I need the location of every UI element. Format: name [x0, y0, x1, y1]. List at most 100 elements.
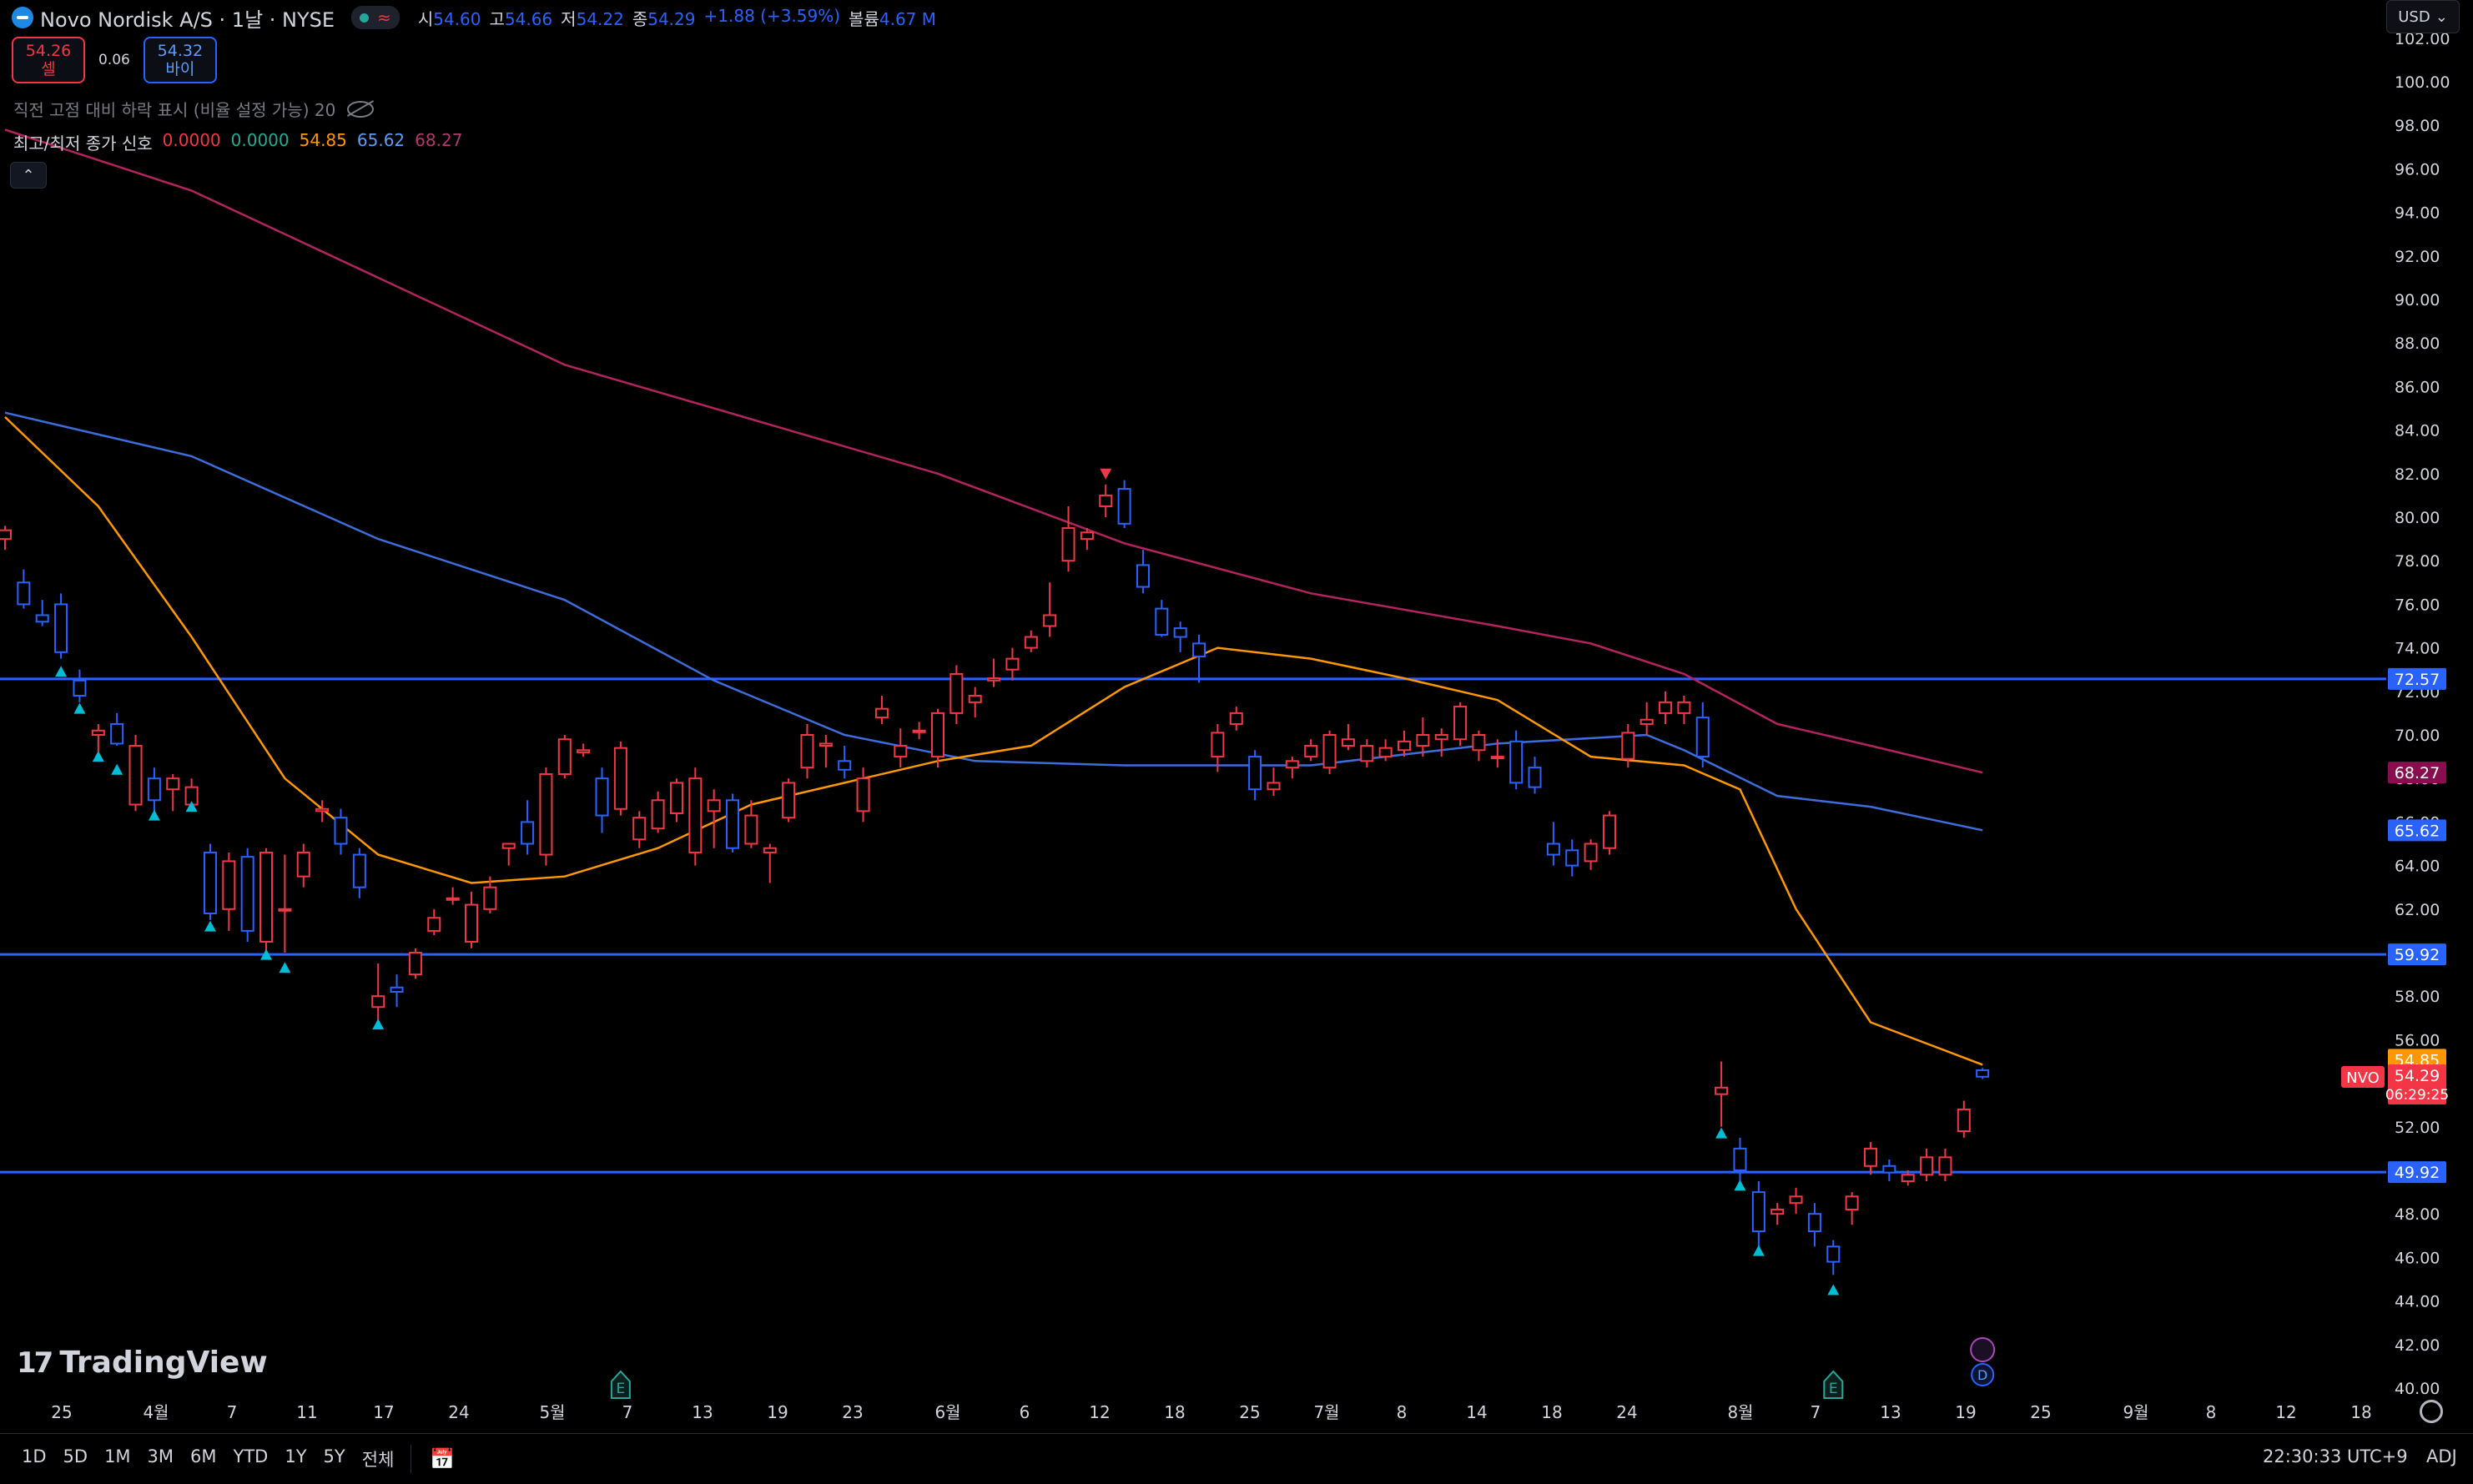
range-button-5y[interactable]: 5Y	[323, 1446, 345, 1466]
y-tick-label: 86.00	[2395, 378, 2440, 396]
candle-body	[408, 952, 422, 976]
x-tick-label: 7	[1811, 1402, 1821, 1422]
candle-body	[465, 903, 478, 943]
candle-body	[1360, 745, 1374, 762]
range-button-3m[interactable]: 3M	[147, 1446, 174, 1466]
range-button-1m[interactable]: 1M	[104, 1446, 131, 1466]
y-tick-label: 64.00	[2395, 858, 2440, 876]
signal-up-triangle	[1715, 1127, 1728, 1139]
collapse-legend-button[interactable]: ⌃	[10, 162, 47, 189]
symbol-title[interactable]: Novo Nordisk A/S · 1날 · NYSE	[40, 8, 335, 32]
candle-body	[1061, 527, 1075, 562]
trade-buttons: 54.26 셀 0.06 54.32 바이	[12, 37, 217, 83]
y-tick-label: 102.00	[2395, 30, 2450, 48]
wave-icon: ≈	[377, 8, 391, 28]
candle-body	[1789, 1195, 1803, 1205]
candle-body	[1136, 564, 1150, 588]
y-tick-label: 94.00	[2395, 204, 2440, 223]
indicator-drawdown[interactable]: 직전 고점 대비 하락 표시 (비율 설정 가능) 20	[13, 97, 375, 121]
symbol-tag	[2341, 1066, 2385, 1089]
candle-body	[1099, 494, 1113, 507]
indicator-value: 0.0000	[230, 130, 290, 150]
sell-button[interactable]: 54.26 셀	[12, 37, 85, 83]
candle-body	[1341, 738, 1355, 747]
clock[interactable]: 22:30:33 UTC+9	[2263, 1446, 2408, 1466]
candle-body	[894, 745, 908, 758]
bottom-toolbar: 1D 5D 1M 3M 6M YTD 1Y 5Y 전체 📅	[0, 1433, 2473, 1484]
candle-body	[501, 843, 516, 849]
y-tick-label: 74.00	[2395, 640, 2440, 658]
y-tick-label: 80.00	[2395, 509, 2440, 527]
gear-icon[interactable]	[2420, 1400, 2443, 1423]
range-button-1d[interactable]: 1D	[22, 1446, 47, 1466]
x-tick-label: 11	[296, 1402, 317, 1422]
candle-body	[1117, 488, 1131, 525]
x-tick-label: 18	[1164, 1402, 1185, 1422]
candle-body	[539, 772, 553, 856]
candle-body	[557, 738, 572, 775]
y-tick-label: 46.00	[2395, 1249, 2440, 1267]
candle-body	[1733, 1147, 1747, 1172]
calendar-goto-icon[interactable]: 📅	[430, 1447, 456, 1471]
x-tick-label: 17	[373, 1402, 394, 1422]
y-tick-label: 44.00	[2395, 1293, 2440, 1311]
price-axis-value: 72.57	[2395, 671, 2440, 689]
indicator-value: 65.62	[356, 130, 405, 150]
indicator-value: 54.85	[299, 130, 347, 150]
price-chart[interactable]: 40.0042.0044.0046.0048.0050.0052.0054.00…	[0, 0, 2473, 1433]
signal-up-triangle	[1752, 1245, 1765, 1256]
last-price-value: 54.29	[2395, 1067, 2440, 1085]
hidden-eye-icon[interactable]	[347, 100, 375, 118]
candle-body	[669, 782, 683, 814]
earnings-event-label: E	[617, 1381, 626, 1397]
price-axis-value: 49.92	[2395, 1164, 2440, 1182]
range-button-ytd[interactable]: YTD	[233, 1446, 269, 1466]
divider	[410, 1445, 412, 1473]
range-button-1y[interactable]: 1Y	[285, 1446, 307, 1466]
candle-body	[1826, 1245, 1841, 1263]
symbol-tag-text: NVO	[2346, 1069, 2380, 1087]
indicator-high-low-signal[interactable]: 최고/최저 종가 신호 0.0000 0.0000 54.85 65.62 68.27	[13, 130, 463, 153]
market-status-pill[interactable]: ≈	[351, 6, 400, 29]
price-axis-value: 59.92	[2395, 946, 2440, 964]
candle-body	[1659, 701, 1673, 714]
moving-average-line	[4, 415, 1983, 1066]
price-axis-value: 68.27	[2395, 764, 2440, 782]
x-tick-label: 23	[842, 1402, 863, 1422]
novo-logo-icon	[12, 7, 33, 28]
candle-body	[446, 897, 460, 901]
range-button-전체[interactable]: 전체	[361, 1450, 395, 1470]
last-price-label	[2388, 1064, 2446, 1105]
y-tick-label: 56.00	[2395, 1031, 2440, 1049]
candle-body	[1453, 706, 1468, 741]
y-tick-label: 92.00	[2395, 248, 2440, 266]
candle-body	[371, 995, 385, 1009]
y-tick-label: 48.00	[2395, 1205, 2440, 1224]
signal-up-triangle	[185, 801, 198, 812]
candle-body	[1621, 732, 1635, 760]
price-axis-label	[2388, 819, 2446, 842]
candle-body	[1043, 614, 1057, 627]
tradingview-logo-icon: 17	[17, 1346, 53, 1380]
range-button-6m[interactable]: 6M	[190, 1446, 217, 1466]
candle-body	[390, 986, 404, 993]
candle-body	[763, 847, 777, 853]
candle-body	[744, 814, 758, 845]
adj-toggle[interactable]: ADJ	[2426, 1446, 2457, 1466]
x-tick-label: 18	[2350, 1402, 2371, 1422]
x-tick-label: 9월	[2123, 1402, 2148, 1422]
x-tick-label: 13	[692, 1402, 713, 1422]
y-tick-label: 82.00	[2395, 465, 2440, 484]
x-tick-label: 8	[2206, 1402, 2217, 1422]
candle-body	[1584, 843, 1598, 863]
y-tick-label: 100.00	[2395, 73, 2450, 92]
currency-selector[interactable]: USD ⌄	[2386, 0, 2460, 33]
candle-body	[651, 799, 665, 830]
candle-body	[1807, 1213, 1821, 1233]
candle-body	[73, 679, 87, 697]
range-button-5d[interactable]: 5D	[63, 1446, 88, 1466]
signal-up-triangle	[204, 920, 216, 932]
candle-body	[874, 707, 889, 719]
candle-body	[1957, 1108, 1971, 1133]
buy-button[interactable]: 54.32 바이	[143, 37, 217, 83]
